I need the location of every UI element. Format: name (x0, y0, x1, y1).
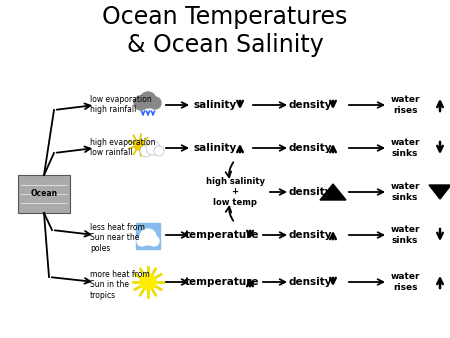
Text: water
rises: water rises (390, 95, 420, 115)
Text: density: density (288, 230, 332, 240)
Text: density: density (288, 143, 332, 153)
Circle shape (134, 96, 148, 110)
Text: high evaporation
low rainfall: high evaporation low rainfall (90, 138, 156, 158)
Text: more heat from
Sun in the
tropics: more heat from Sun in the tropics (90, 270, 150, 300)
Text: density: density (288, 277, 332, 287)
Text: temperature: temperature (185, 230, 259, 240)
Circle shape (149, 97, 161, 109)
Circle shape (140, 92, 156, 108)
Text: water
sinks: water sinks (390, 225, 420, 245)
Text: temperature: temperature (185, 277, 259, 287)
Text: Ocean: Ocean (31, 190, 58, 198)
Circle shape (154, 146, 164, 156)
Circle shape (137, 236, 147, 246)
Text: water
sinks: water sinks (390, 182, 420, 202)
Bar (18, 175, 70, 213)
Text: density: density (288, 100, 332, 110)
Text: density: density (288, 187, 332, 197)
Text: high salinity
+
low temp: high salinity + low temp (206, 177, 265, 207)
Circle shape (140, 145, 152, 157)
Text: salinity: salinity (194, 100, 237, 110)
Bar (136, 223, 160, 249)
Text: Ocean Temperatures
& Ocean Salinity: Ocean Temperatures & Ocean Salinity (102, 5, 348, 57)
Circle shape (149, 236, 159, 246)
Circle shape (134, 140, 144, 150)
Circle shape (140, 229, 156, 245)
Text: water
sinks: water sinks (390, 138, 420, 158)
Circle shape (140, 274, 156, 290)
Text: salinity: salinity (194, 143, 237, 153)
Circle shape (146, 141, 160, 155)
Polygon shape (429, 185, 450, 199)
Text: low evaporation
high rainfall: low evaporation high rainfall (90, 95, 152, 114)
Polygon shape (320, 184, 346, 200)
Text: water
rises: water rises (390, 272, 420, 292)
Text: less heat from
Sun near the
poles: less heat from Sun near the poles (90, 223, 145, 253)
